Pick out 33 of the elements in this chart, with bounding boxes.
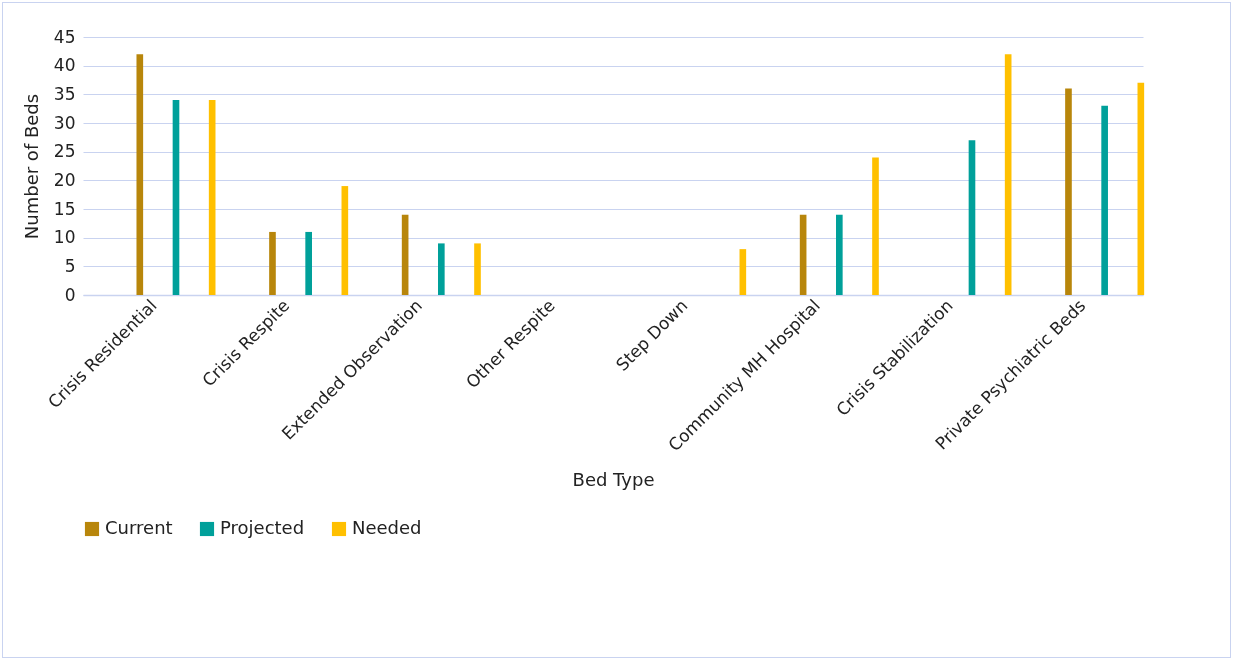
x-axis-title: Bed Type [572,469,655,491]
bar [341,186,349,295]
bar [1137,82,1145,295]
legend-label: Current [105,517,173,538]
bar [1101,105,1108,295]
bar [739,249,747,295]
bar [835,214,843,295]
bar [1004,54,1012,295]
y-tick-label: 25 [53,141,76,162]
bar [401,214,409,295]
y-axis-title: Number of Beds [20,93,42,240]
bar [136,54,144,295]
bar [474,243,481,295]
bar [269,231,276,295]
bar [437,243,445,295]
y-tick-label: 15 [53,198,76,219]
y-tick-label: 10 [53,227,76,248]
legend-label: Needed [352,517,422,538]
y-tick-label: 0 [64,284,76,305]
bar [872,157,879,295]
y-tick-label: 30 [53,112,76,133]
bar [208,100,216,295]
legend-label: Projected [220,517,305,538]
y-tick-label: 45 [53,26,76,47]
y-tick-label: 20 [53,169,76,190]
y-tick-label: 40 [53,55,76,76]
bar [968,140,976,295]
bar [172,100,180,295]
y-tick-label: 35 [53,83,76,104]
bar [305,231,312,295]
y-tick-label: 5 [64,255,76,276]
bar [799,214,807,295]
bar [1065,88,1072,295]
